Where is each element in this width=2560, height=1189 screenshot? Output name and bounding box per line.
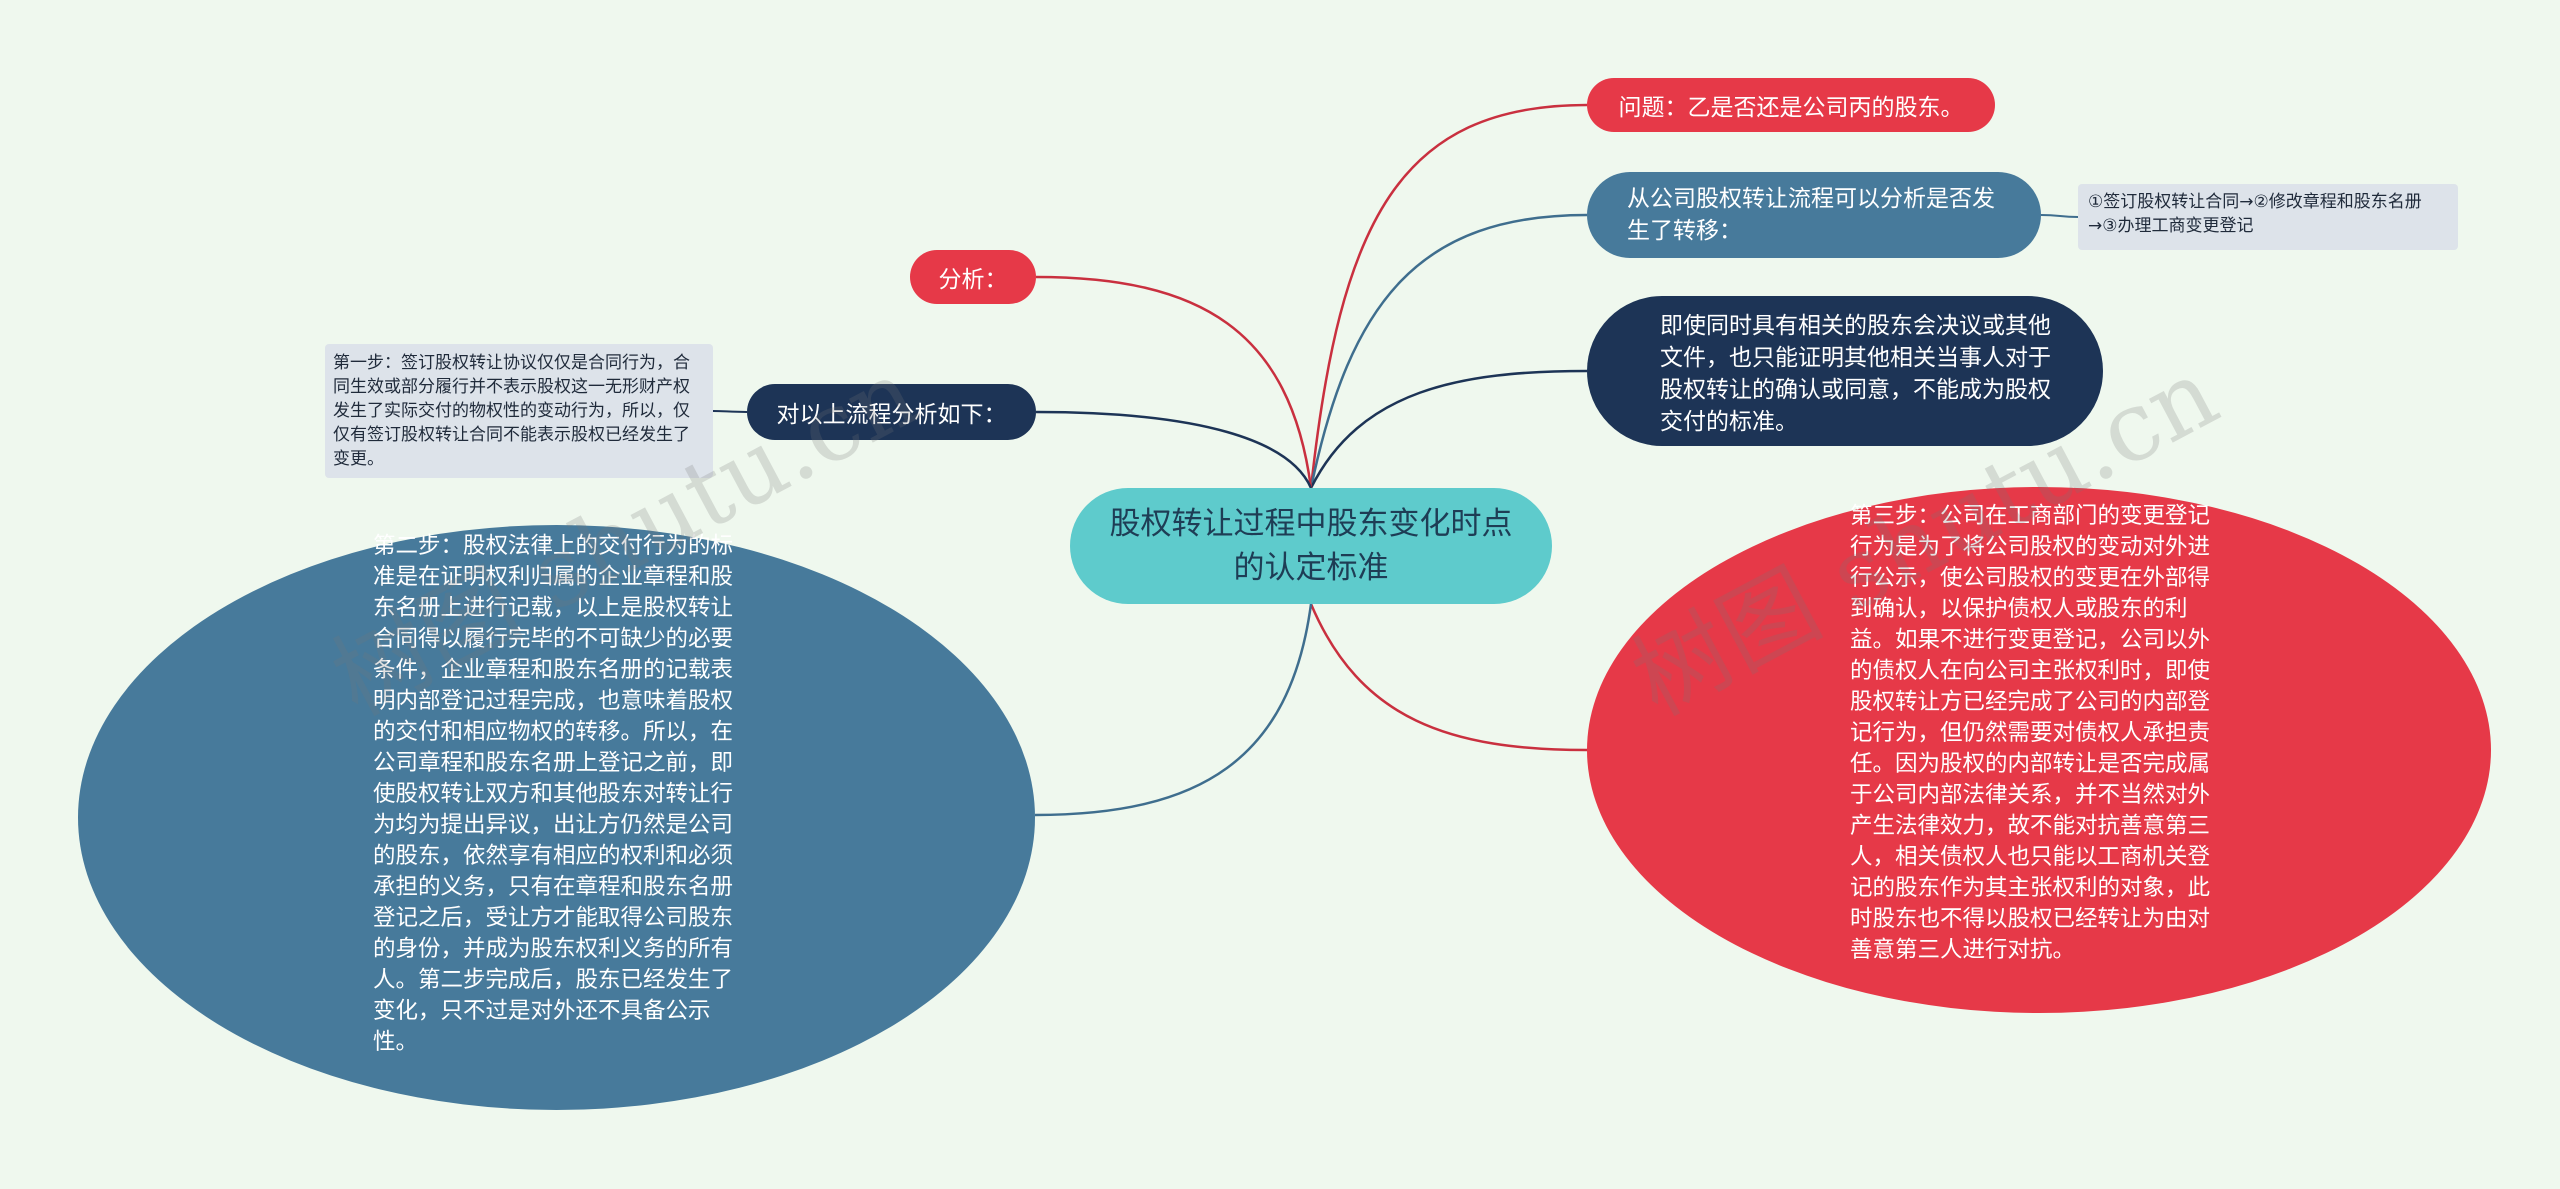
node-step2-label: 第二步：股权法律上的交付行为的标准是在证明权利归属的企业章程和股东名册上进行记载… [373, 533, 734, 1055]
node-analysis[interactable]: 分析： [910, 250, 1036, 304]
node-flow-breakdown-label: 对以上流程分析如下： [776, 402, 1007, 428]
central-topic-label: 股权转让过程中股东变化时点的认定标准 [1109, 506, 1513, 586]
link-flow [1309, 213, 1588, 489]
node-evidence[interactable]: 即使同时具有相关的股东会决议或其他文件，也只能证明其他相关当事人对于股权转让的确… [1587, 296, 2103, 446]
node-flow-steps[interactable]: ①签订股权转让合同→②修改章程和股东名册→③办理工商变更登记 [2078, 184, 2458, 250]
node-step3-label: 第三步：公司在工商部门的变更登记行为是为了将公司股权的变动对外进行公示，使公司股… [1850, 503, 2211, 963]
link-question [1309, 103, 1588, 489]
node-flow-analysis[interactable]: 从公司股权转让流程可以分析是否发生了转移： [1587, 172, 2041, 258]
link-below [1035, 410, 1313, 489]
link-step2 [1034, 603, 1313, 817]
node-question-label: 问题：乙是否还是公司丙的股东。 [1618, 95, 1964, 121]
link-analysis [1035, 275, 1313, 489]
node-analysis-label: 分析： [938, 267, 1008, 293]
central-topic[interactable]: 股权转让过程中股东变化时点的认定标准 [1070, 488, 1552, 604]
node-evidence-label: 即使同时具有相关的股东会决议或其他文件，也只能证明其他相关当事人对于股权转让的确… [1660, 313, 2051, 435]
link-evidence [1309, 369, 1588, 489]
link-steps [2040, 214, 2079, 218]
link-step3 [1309, 603, 1588, 752]
node-step3[interactable]: 第三步：公司在工商部门的变更登记行为是为了将公司股权的变动对外进行公示，使公司股… [1587, 487, 2491, 1013]
node-flow-analysis-label: 从公司股权转让流程可以分析是否发生了转移： [1627, 186, 1995, 244]
node-step1[interactable]: 第一步：签订股权转让协议仅仅是合同行为，合同生效或部分履行并不表示股权这一无形财… [325, 344, 713, 478]
node-question[interactable]: 问题：乙是否还是公司丙的股东。 [1587, 78, 1995, 132]
link-step1 [712, 410, 748, 413]
node-flow-breakdown[interactable]: 对以上流程分析如下： [747, 384, 1036, 440]
node-step2[interactable]: 第二步：股权法律上的交付行为的标准是在证明权利归属的企业章程和股东名册上进行记载… [78, 525, 1035, 1110]
node-flow-steps-label: ①签订股权转让合同→②修改章程和股东名册→③办理工商变更登记 [2088, 192, 2422, 236]
node-step1-label: 第一步：签订股权转让协议仅仅是合同行为，合同生效或部分履行并不表示股权这一无形财… [333, 353, 690, 469]
